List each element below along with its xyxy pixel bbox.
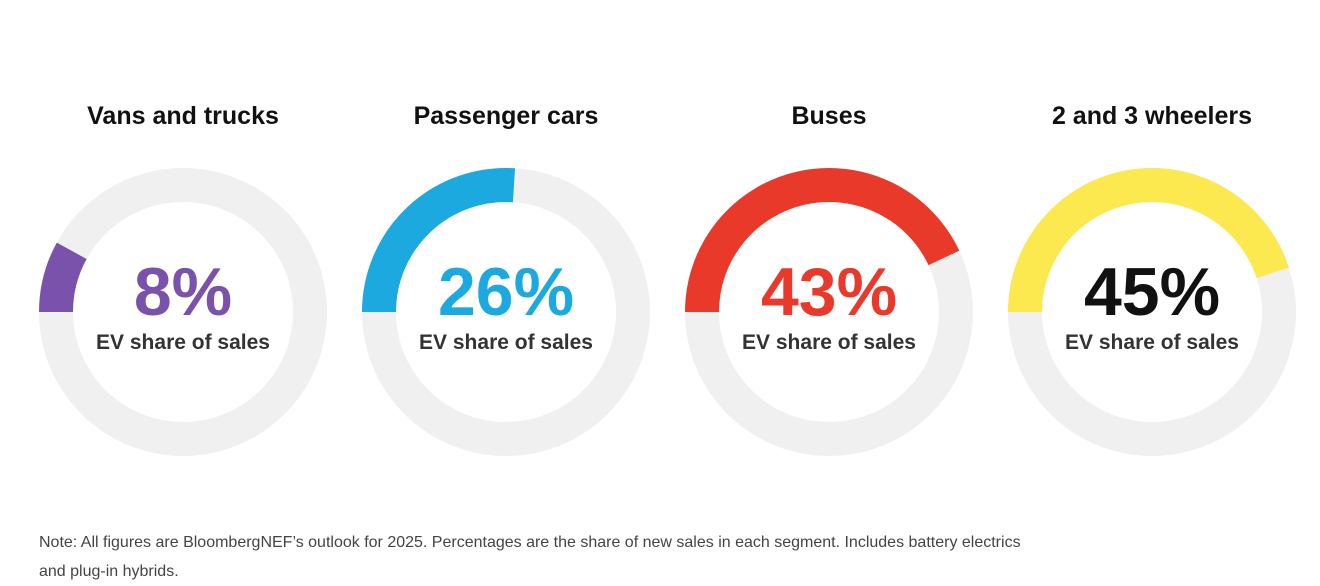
percentage-label: 43% <box>761 254 897 330</box>
footnote-line-1: Note: All figures are BloombergNEF’s out… <box>39 534 1021 551</box>
subtitle-label: EV share of sales <box>1065 331 1239 354</box>
donut-value-arc <box>685 168 960 313</box>
panel-buses: Buses 43% EV share of sales <box>679 0 979 470</box>
donut-chart: 45%EV share of sales <box>1008 168 1296 456</box>
percentage-label: 45% <box>1084 254 1220 330</box>
donut-value-arc <box>39 242 87 313</box>
panel-passenger-cars: Passenger cars 26% EV share of sales <box>356 0 656 470</box>
footnote-line-2: and plug-in hybrids. <box>39 563 179 580</box>
panel-title: Passenger cars <box>413 102 599 130</box>
subtitle-label: EV share of sales <box>96 331 270 354</box>
donut-chart: 26%EV share of sales <box>362 168 650 456</box>
donut-value-arc <box>1008 168 1289 313</box>
subtitle-label: EV share of sales <box>742 331 916 354</box>
percentage-label: 26% <box>438 254 574 330</box>
donut-value-arc <box>362 168 516 313</box>
footnote: Note: All figures are BloombergNEF’s out… <box>39 528 1099 586</box>
panel-title: 2 and 3 wheelers <box>1051 102 1253 130</box>
donut-chart: 43%EV share of sales <box>685 168 973 456</box>
percentage-label: 8% <box>134 254 232 330</box>
subtitle-label: EV share of sales <box>419 331 593 354</box>
panel-title: Vans and trucks <box>87 102 279 130</box>
panel-2-and-3-wheelers: 2 and 3 wheelers 45% EV share of sales <box>1002 0 1302 470</box>
panel-vans-and-trucks: Vans and trucks 8% EV share of sales <box>33 0 333 470</box>
panel-title: Buses <box>791 102 867 130</box>
donut-chart: 8%EV share of sales <box>39 168 327 456</box>
